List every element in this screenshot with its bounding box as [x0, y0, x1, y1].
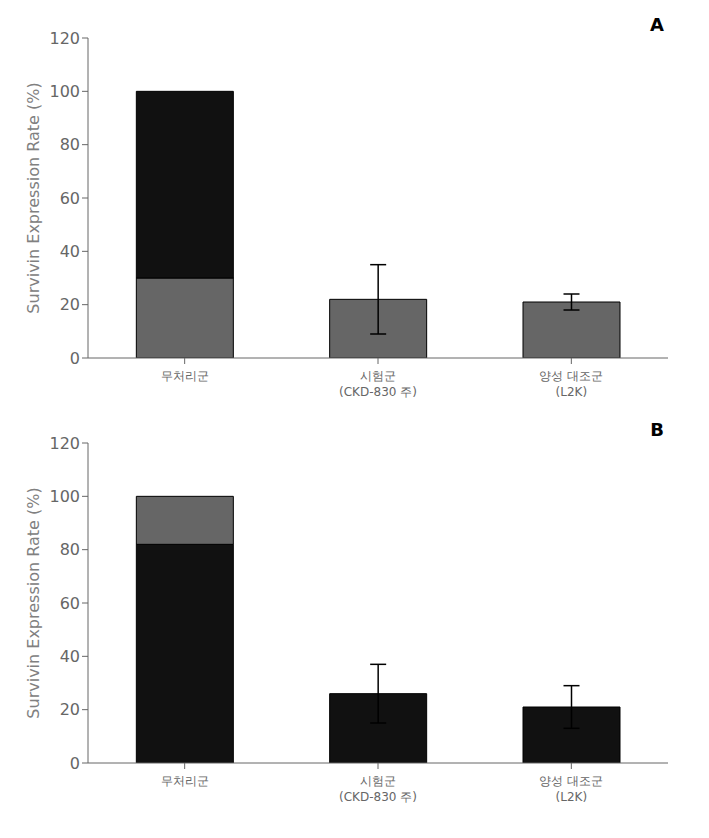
- svg-text:시험군(CKD-830 주): 시험군(CKD-830 주): [339, 369, 417, 399]
- svg-text:Survivin Expression Rate (%): Survivin Expression Rate (%): [24, 487, 43, 718]
- svg-text:100: 100: [49, 82, 80, 101]
- svg-text:120: 120: [49, 29, 80, 48]
- svg-text:Survivin Expression Rate (%): Survivin Expression Rate (%): [24, 82, 43, 313]
- svg-text:시험군(CKD-830 주): 시험군(CKD-830 주): [339, 774, 417, 804]
- svg-text:20: 20: [60, 295, 80, 314]
- html-text:B: B: [650, 419, 664, 440]
- svg-text:40: 40: [60, 647, 80, 666]
- svg-text:양성 대조군(L2K): 양성 대조군(L2K): [539, 774, 603, 804]
- svg-text:100: 100: [49, 487, 80, 506]
- svg-text:80: 80: [60, 540, 80, 559]
- svg-text:무처리군: 무처리군: [161, 369, 209, 383]
- svg-text:60: 60: [60, 189, 80, 208]
- svg-text:120: 120: [49, 434, 80, 453]
- svg-text:양성 대조군(L2K): 양성 대조군(L2K): [539, 369, 603, 399]
- svg-text:0: 0: [70, 349, 80, 368]
- svg-text:0: 0: [70, 754, 80, 773]
- svg-text:무처리군: 무처리군: [161, 774, 209, 788]
- svg-text:40: 40: [60, 242, 80, 261]
- html-text:A: A: [650, 14, 664, 35]
- svg-text:80: 80: [60, 135, 80, 154]
- svg-text:60: 60: [60, 594, 80, 613]
- svg-text:20: 20: [60, 700, 80, 719]
